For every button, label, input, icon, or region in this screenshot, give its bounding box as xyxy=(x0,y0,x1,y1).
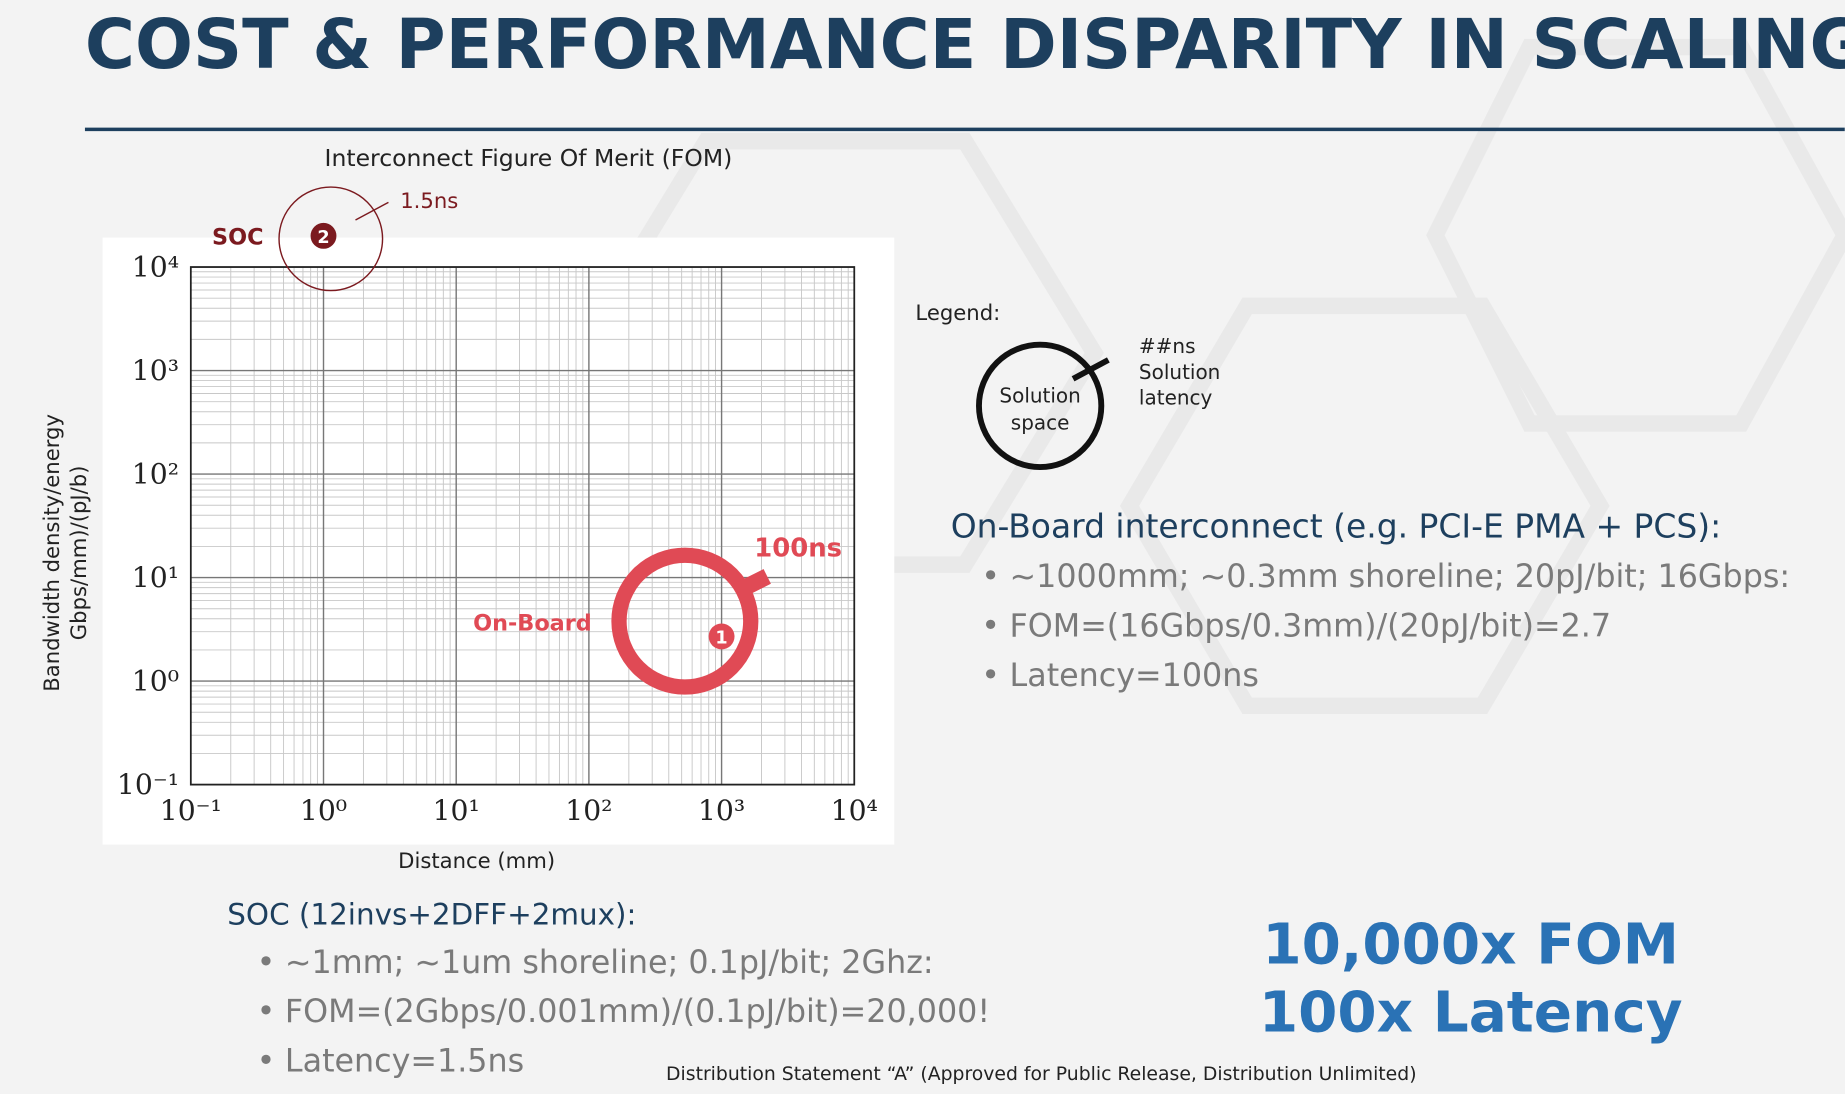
footer: Distribution Statement “A” (Approved for… xyxy=(666,1064,1416,1085)
y-tick-label: 10³ xyxy=(132,354,179,387)
y-axis-label: Bandwidth density/energy xyxy=(39,414,64,692)
legend-label: Legend: xyxy=(915,300,1000,325)
x-tick-label: 10⁰ xyxy=(300,794,347,827)
bullet-dot: • xyxy=(981,608,1000,644)
latency-label: 1.5ns xyxy=(400,188,458,213)
bullet-dot: • xyxy=(981,658,1000,694)
legend-circle-text: Solution xyxy=(999,383,1080,407)
soc-bullet: Latency=1.5ns xyxy=(285,1044,524,1080)
x-tick-label: 10⁴ xyxy=(831,794,878,827)
onboard-bullet: FOM=(16Gbps/0.3mm)/(20pJ/bit)=2.7 xyxy=(1010,608,1612,644)
legend-tick xyxy=(1071,357,1110,382)
legend-latency-text: Solution xyxy=(1139,360,1220,384)
highlight: 10,000x FOM xyxy=(1262,912,1679,977)
latency-tick xyxy=(732,569,771,600)
x-axis-label: Distance (mm) xyxy=(398,848,555,873)
legend-circle xyxy=(976,341,1105,470)
plot-frame xyxy=(189,266,856,786)
y-axis-label: Gbps/mm)/(pJ/b) xyxy=(66,466,91,641)
series-label: SOC xyxy=(212,225,264,251)
y-tick-label: 10² xyxy=(132,457,179,490)
soc-bullet: FOM=(2Gbps/0.001mm)/(0.1pJ/bit)=20,000! xyxy=(285,994,990,1030)
highlight: 100x Latency xyxy=(1259,981,1683,1046)
y-tick-label: 10¹ xyxy=(132,561,179,594)
legend-latency-text: latency xyxy=(1139,386,1213,410)
y-tick-label: 10⁴ xyxy=(132,250,179,283)
x-tick-label: 10⁻¹ xyxy=(160,794,222,827)
y-tick-label: 10⁰ xyxy=(132,665,179,698)
soc-bullet: ~1mm; ~1um shoreline; 0.1pJ/bit; 2Ghz: xyxy=(285,945,934,981)
onboard-heading: On-Board interconnect (e.g. PCI-E PMA + … xyxy=(951,507,1721,546)
data-point xyxy=(310,222,337,249)
legend-latency-text: ##ns xyxy=(1139,334,1196,358)
slide-title: COST & PERFORMANCE DISPARITY IN SCALING xyxy=(85,6,1845,85)
bullet-dot: • xyxy=(257,994,276,1030)
point-label: 2 xyxy=(317,228,329,248)
bullet-dot: • xyxy=(257,1044,276,1080)
point-label: 1 xyxy=(715,629,727,649)
latency-label: 100ns xyxy=(754,533,842,563)
data-point xyxy=(708,623,735,650)
onboard-bullet: Latency=100ns xyxy=(1010,658,1259,694)
y-tick-label: 10⁻¹ xyxy=(117,768,179,801)
onboard-bullet: ~1000mm; ~0.3mm shoreline; 20pJ/bit; 16G… xyxy=(1010,559,1791,595)
latency-tick xyxy=(355,201,389,221)
bullet-dot: • xyxy=(257,945,276,981)
chart-title: Interconnect Figure Of Merit (FOM) xyxy=(325,144,733,172)
x-tick-label: 10² xyxy=(565,794,612,827)
legend-circle-text: space xyxy=(1011,410,1070,434)
bullet-dot: • xyxy=(981,559,1000,595)
solution-space-ring xyxy=(278,186,384,292)
chart-background xyxy=(102,237,895,845)
soc-heading: SOC (12invs+2DFF+2mux): xyxy=(227,898,636,932)
solution-space-ring xyxy=(611,547,759,695)
series-label: On-Board xyxy=(473,611,592,637)
x-tick-label: 10³ xyxy=(698,794,745,827)
x-tick-label: 10¹ xyxy=(433,794,480,827)
